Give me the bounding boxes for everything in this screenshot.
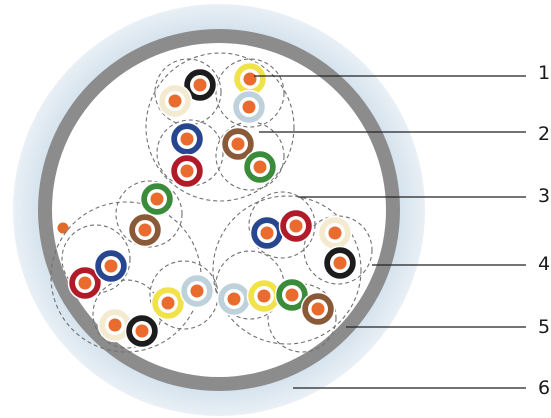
- bundle-top-outline: [145, 52, 295, 202]
- wire-red: [169, 153, 205, 189]
- wire-conductor: [135, 324, 149, 338]
- pair-left-2-outline: [61, 224, 131, 294]
- wire-conductor: [180, 164, 194, 178]
- wire-white: [157, 83, 193, 119]
- wire-red: [278, 208, 314, 244]
- wire-blue: [249, 215, 285, 251]
- wire-grey: [231, 89, 267, 125]
- wire-black: [124, 313, 160, 349]
- wire-conductor: [193, 78, 207, 92]
- wire-green: [242, 149, 278, 185]
- wire-brown: [300, 291, 336, 327]
- wire-conductor: [333, 256, 347, 270]
- pair-right-2-outline: [303, 215, 373, 285]
- filler-dot: [57, 222, 69, 234]
- wire-black: [182, 67, 218, 103]
- wire-yellow: [150, 285, 186, 321]
- wire-black: [322, 245, 358, 281]
- wire-conductor: [190, 284, 204, 298]
- wire-conductor: [253, 160, 267, 174]
- wire-green: [274, 277, 310, 313]
- wire-yellow: [246, 278, 282, 314]
- pair-left-1-outline: [115, 180, 183, 248]
- wire-red: [67, 265, 103, 301]
- wire-conductor: [243, 72, 257, 86]
- wire-brown: [127, 212, 163, 248]
- wire-conductor: [257, 289, 271, 303]
- wire-green: [139, 181, 175, 217]
- pair-top-1-outline: [215, 58, 285, 128]
- wire-blue: [169, 121, 205, 157]
- wire-yellow: [232, 61, 268, 97]
- wire-blue: [93, 248, 129, 284]
- wire-grey: [179, 273, 215, 309]
- wire-conductor: [285, 288, 299, 302]
- wire-conductor: [311, 302, 325, 316]
- wire-conductor: [78, 276, 92, 290]
- wire-conductor: [328, 226, 342, 240]
- wire-conductor: [108, 318, 122, 332]
- wire-conductor: [289, 219, 303, 233]
- wire-white: [97, 307, 133, 343]
- wire-conductor: [138, 223, 152, 237]
- pair-right-4-outline: [267, 283, 337, 353]
- wire-white: [317, 215, 353, 251]
- wire-conductor: [168, 94, 182, 108]
- callout-4: 4: [538, 253, 551, 275]
- callout-6: 6: [538, 377, 551, 399]
- wire-grey: [216, 281, 252, 317]
- callout-2: 2: [538, 123, 551, 145]
- wire-conductor: [150, 192, 164, 206]
- wire-conductor: [242, 100, 256, 114]
- wire-conductor: [260, 226, 274, 240]
- wire-conductor: [161, 296, 175, 310]
- wire-brown: [220, 126, 256, 162]
- bundle-right-outline: [212, 195, 362, 345]
- callout-5: 5: [538, 316, 551, 338]
- wire-conductor: [180, 132, 194, 146]
- wire-conductor: [227, 292, 241, 306]
- wire-conductor: [231, 137, 245, 151]
- callout-1: 1: [538, 62, 551, 84]
- wire-conductor: [104, 259, 118, 273]
- callout-3: 3: [538, 185, 551, 207]
- wires: [67, 61, 358, 349]
- pair-top-4-outline: [215, 121, 285, 191]
- leader-lines: [254, 75, 526, 389]
